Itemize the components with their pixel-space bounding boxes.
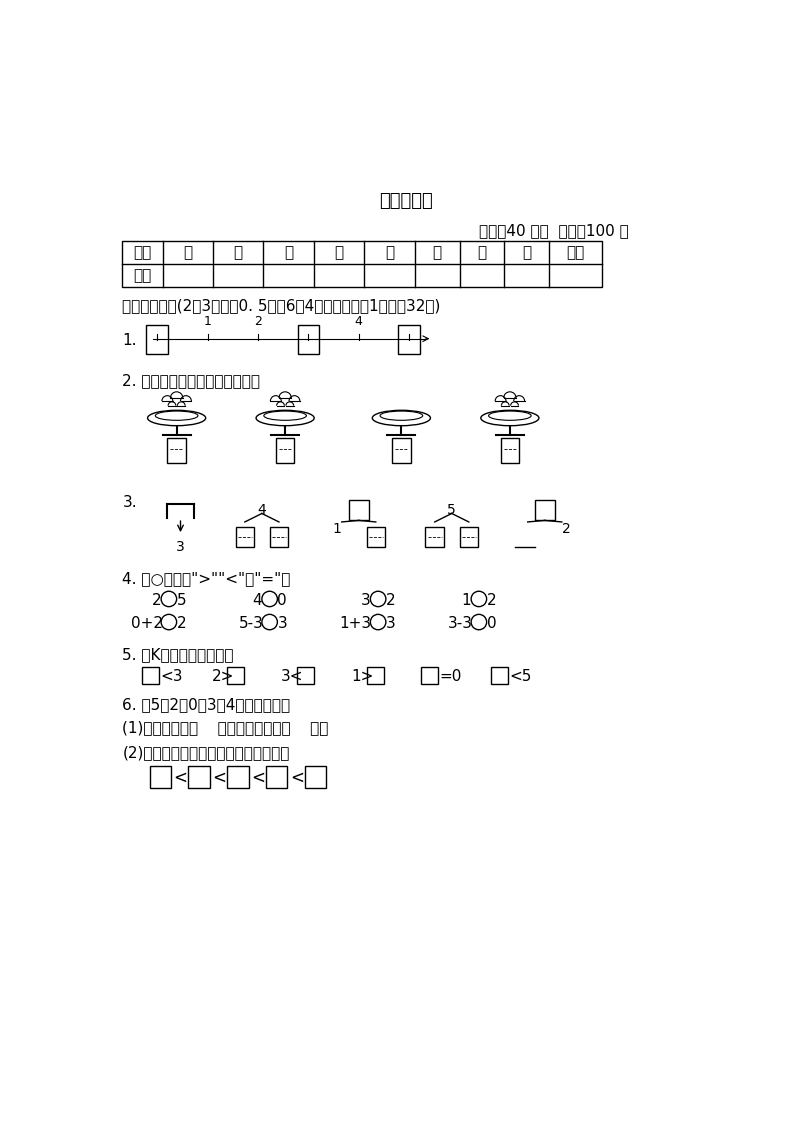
Text: <: < bbox=[213, 769, 226, 788]
Bar bbox=[459, 527, 478, 548]
Bar bbox=[266, 766, 287, 788]
Text: 4. 在○里填上">""<"或"="。: 4. 在○里填上">""<"或"="。 bbox=[122, 571, 291, 586]
Bar bbox=[236, 527, 254, 548]
Text: 1.: 1. bbox=[122, 333, 137, 348]
Text: 6. 在5、2、0、3、4这几个数中。: 6. 在5、2、0、3、4这几个数中。 bbox=[122, 697, 290, 711]
Text: 5. 在K里填上合适的数。: 5. 在K里填上合适的数。 bbox=[122, 646, 234, 662]
Bar bbox=[491, 668, 508, 684]
Text: 五: 五 bbox=[385, 245, 394, 260]
Text: 总分: 总分 bbox=[567, 245, 585, 260]
Text: <3: <3 bbox=[160, 669, 183, 684]
Text: 2. 看图写数，盘子里有几个桃？: 2. 看图写数，盘子里有几个桃？ bbox=[122, 374, 260, 388]
Text: <: < bbox=[289, 769, 304, 788]
Bar bbox=[500, 438, 519, 462]
Bar bbox=[150, 766, 171, 788]
Bar bbox=[167, 438, 186, 462]
Text: 3: 3 bbox=[361, 592, 370, 608]
Bar bbox=[366, 668, 384, 684]
Text: (1)最大的数是（    ），最小的数是（    ）。: (1)最大的数是（ ），最小的数是（ ）。 bbox=[122, 720, 329, 735]
Text: 1>: 1> bbox=[351, 669, 374, 684]
Text: (2)把这些数按从小到大的顺序排一排。: (2)把这些数按从小到大的顺序排一排。 bbox=[122, 745, 289, 761]
Text: 2: 2 bbox=[177, 616, 186, 631]
Text: =0: =0 bbox=[439, 669, 462, 684]
Bar bbox=[270, 527, 288, 548]
Text: 一: 一 bbox=[183, 245, 193, 260]
Text: 一、填一填。(2、3题每空0. 5分，6题4分，其余每空1分，共32分): 一、填一填。(2、3题每空0. 5分，6题4分，其余每空1分，共32分) bbox=[122, 297, 441, 313]
Text: 四: 四 bbox=[335, 245, 343, 260]
Bar bbox=[421, 668, 438, 684]
Bar bbox=[305, 766, 326, 788]
Text: 4: 4 bbox=[354, 315, 362, 328]
Bar bbox=[398, 325, 420, 355]
Text: 5: 5 bbox=[177, 592, 186, 608]
Text: 六: 六 bbox=[432, 245, 442, 260]
Text: <5: <5 bbox=[509, 669, 531, 684]
Bar bbox=[227, 668, 244, 684]
Text: 3: 3 bbox=[176, 540, 185, 553]
Text: 1: 1 bbox=[204, 315, 212, 328]
Text: 题号: 题号 bbox=[133, 245, 151, 260]
Text: 0+2: 0+2 bbox=[131, 616, 163, 631]
Text: 1: 1 bbox=[332, 522, 342, 536]
Text: 2: 2 bbox=[151, 592, 161, 608]
Text: 2: 2 bbox=[562, 522, 571, 536]
Bar bbox=[534, 500, 555, 521]
Text: 4: 4 bbox=[252, 592, 262, 608]
Text: 2: 2 bbox=[386, 592, 396, 608]
Text: 1+3: 1+3 bbox=[339, 616, 372, 631]
Text: 3: 3 bbox=[386, 616, 396, 631]
Text: 5-3: 5-3 bbox=[239, 616, 263, 631]
Text: 4: 4 bbox=[258, 503, 266, 517]
Bar bbox=[276, 438, 294, 462]
Text: 0: 0 bbox=[487, 616, 496, 631]
Text: 二: 二 bbox=[234, 245, 243, 260]
Bar bbox=[366, 527, 385, 548]
Text: 3.: 3. bbox=[122, 495, 137, 511]
Bar bbox=[142, 668, 159, 684]
Bar bbox=[297, 668, 314, 684]
Text: 期中检测卷: 期中检测卷 bbox=[379, 192, 433, 211]
Text: 3<: 3< bbox=[282, 669, 304, 684]
Text: 0: 0 bbox=[278, 592, 287, 608]
Text: 得分: 得分 bbox=[133, 268, 151, 283]
Bar bbox=[297, 325, 320, 355]
Text: 七: 七 bbox=[477, 245, 487, 260]
Bar bbox=[227, 766, 249, 788]
Bar bbox=[147, 325, 168, 355]
Text: 1: 1 bbox=[462, 592, 471, 608]
Text: <: < bbox=[174, 769, 187, 788]
Text: <: < bbox=[251, 769, 265, 788]
Bar bbox=[122, 241, 602, 287]
Text: 时间：40 分钟  满分：100 分: 时间：40 分钟 满分：100 分 bbox=[479, 223, 629, 238]
Text: 三: 三 bbox=[284, 245, 293, 260]
Text: 2: 2 bbox=[487, 592, 496, 608]
Text: 3: 3 bbox=[278, 616, 287, 631]
Text: 5: 5 bbox=[447, 503, 456, 517]
Text: 2>: 2> bbox=[212, 669, 234, 684]
Bar bbox=[349, 500, 369, 521]
Text: 八: 八 bbox=[523, 245, 531, 260]
Text: 2: 2 bbox=[254, 315, 262, 328]
Bar bbox=[188, 766, 210, 788]
Bar bbox=[425, 527, 444, 548]
Bar bbox=[392, 438, 411, 462]
Text: 3-3: 3-3 bbox=[448, 616, 473, 631]
